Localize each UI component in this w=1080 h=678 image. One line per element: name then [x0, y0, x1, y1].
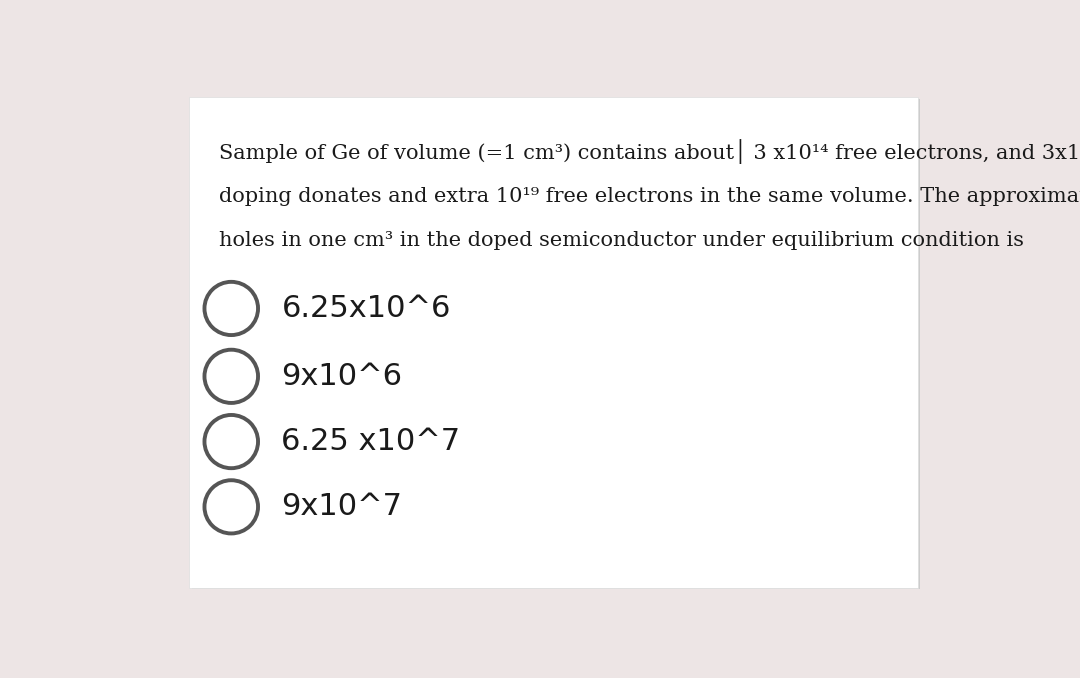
Text: holes in one cm³ in the doped semiconductor under equilibrium condition is: holes in one cm³ in the doped semiconduc…	[218, 231, 1024, 250]
Text: 6.25 x10^7: 6.25 x10^7	[282, 427, 460, 456]
Text: doping donates and extra 10¹⁹ free electrons in the same volume. The approximate: doping donates and extra 10¹⁹ free elect…	[218, 186, 1080, 205]
Text: 9x10^7: 9x10^7	[282, 492, 403, 521]
Text: 9x10^6: 9x10^6	[282, 362, 403, 391]
Text: 6.25x10^6: 6.25x10^6	[282, 294, 450, 323]
Text: Sample of Ge of volume (=1 cm³) contains about│ 3 x10¹⁴ free electrons, and 3x10: Sample of Ge of volume (=1 cm³) contains…	[218, 140, 1080, 164]
FancyBboxPatch shape	[189, 97, 918, 588]
FancyBboxPatch shape	[192, 98, 920, 589]
